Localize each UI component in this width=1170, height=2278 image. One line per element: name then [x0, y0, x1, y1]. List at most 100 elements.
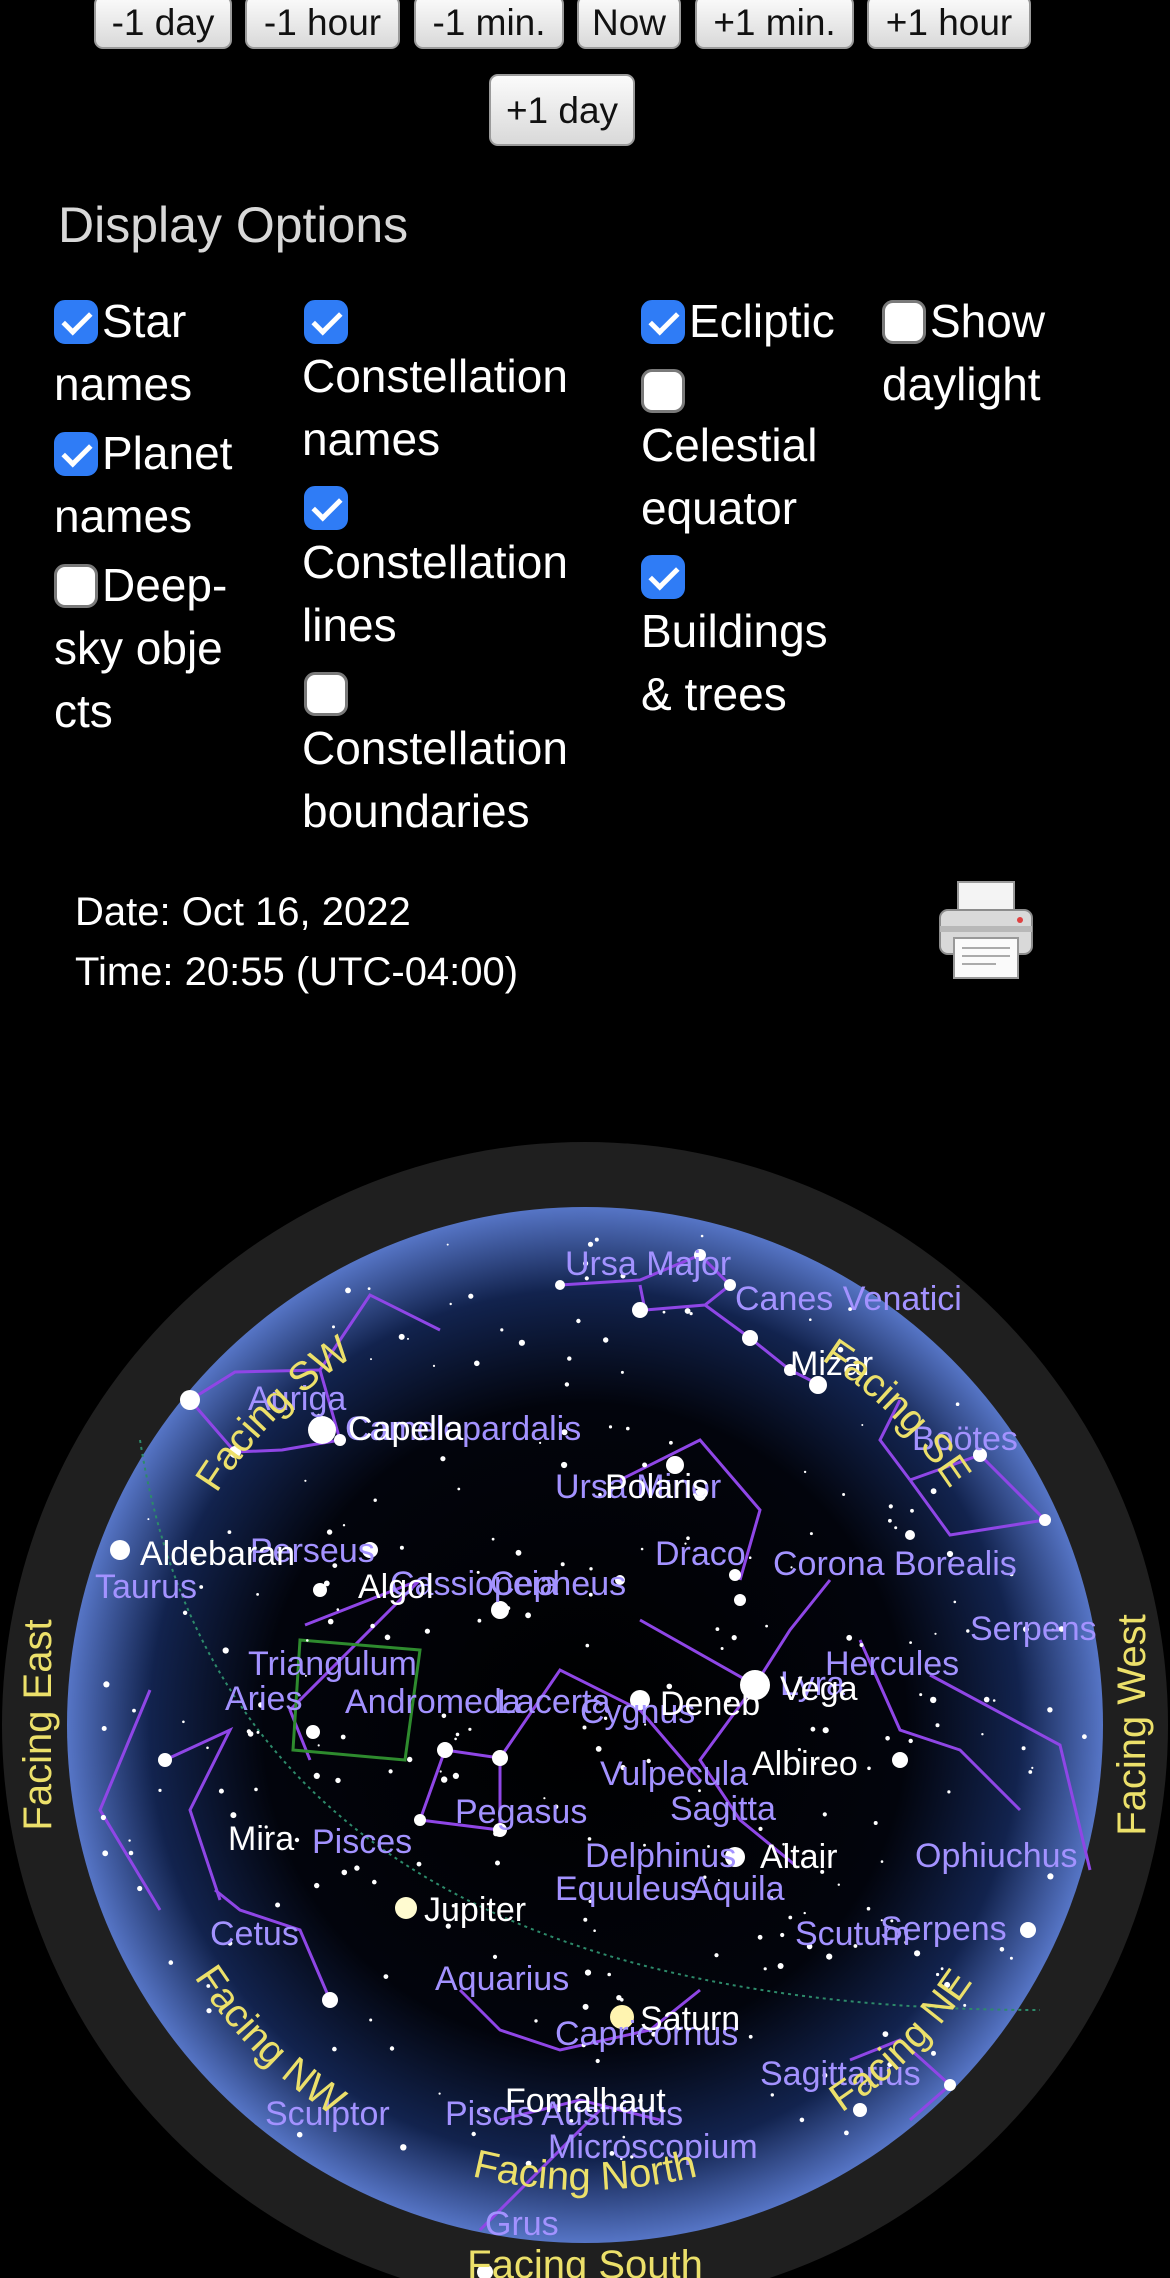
label-lacerta: Lacerta [497, 1683, 610, 1721]
faint-star [341, 1869, 348, 1876]
faint-star [609, 2151, 615, 2156]
faint-star [583, 1917, 588, 1922]
faint-star [158, 1788, 162, 1792]
label-jupiter: Jupiter [424, 1891, 526, 1929]
faint-star [560, 1562, 565, 1567]
celestial-equator-checkbox[interactable] [641, 369, 685, 413]
display-options-title: Display Options [58, 197, 409, 253]
faint-star [206, 1984, 211, 1988]
plus-1-day-button[interactable]: +1 day [489, 74, 635, 146]
faint-star [809, 1532, 813, 1536]
faint-star [934, 1632, 937, 1635]
faint-star [1009, 1572, 1014, 1577]
constellation-boundaries-checkbox[interactable] [304, 672, 348, 716]
faint-star [1031, 1766, 1034, 1769]
faint-star [373, 1498, 377, 1502]
faint-star [780, 1932, 785, 1938]
faint-star [1047, 1707, 1053, 1713]
faint-star [867, 1766, 871, 1771]
faint-star [493, 1830, 499, 1837]
faint-star [227, 1530, 232, 1534]
faint-star [608, 1425, 613, 1429]
printer-icon[interactable] [936, 880, 1036, 980]
label-cetus: Cetus [210, 1915, 299, 1953]
faint-star [593, 1929, 596, 1932]
faint-star [598, 1492, 602, 1497]
faint-star [698, 1789, 701, 1793]
planet-names-checkbox[interactable] [54, 432, 98, 476]
label-auriga: Auriga [248, 1380, 346, 1418]
label-piscis-austrinus: Piscis Austrinus [445, 2095, 683, 2133]
faint-star [620, 1273, 626, 1279]
faint-star [264, 1825, 268, 1829]
faint-star [940, 1967, 944, 1971]
faint-star [384, 1634, 391, 1641]
minus-1-day-button[interactable]: -1 day [94, 0, 232, 49]
faint-star [642, 1462, 648, 1468]
faint-star [837, 1883, 840, 1886]
buildings-trees-checkbox[interactable] [641, 555, 685, 599]
label-draco: Draco [655, 1535, 746, 1573]
plus-1-min-button[interactable]: +1 min. [695, 0, 854, 49]
label-delphinus: Delphinus [585, 1837, 736, 1875]
faint-star [576, 1318, 581, 1324]
faint-star [468, 1727, 472, 1731]
show-daylight-checkbox[interactable] [882, 300, 926, 344]
faint-star [206, 1746, 209, 1750]
ecliptic-line [139, 1439, 1041, 2011]
faint-star [866, 1906, 871, 1911]
label-aquila: Aquila [690, 1870, 785, 1908]
faint-star [553, 1804, 559, 1810]
plus-1-hour-button[interactable]: +1 hour [867, 0, 1031, 49]
faint-star [793, 1689, 797, 1693]
faint-star [689, 1312, 693, 1316]
sky-map[interactable]: Ursa Major Canes Venatici Auriga Camelop… [0, 1110, 1170, 2278]
faint-star [707, 1845, 710, 1848]
constellation-names-checkbox[interactable] [304, 300, 348, 344]
faint-star [389, 2046, 395, 2051]
star-names-checkbox[interactable] [54, 300, 98, 344]
faint-star [620, 1764, 626, 1771]
faint-star [215, 2004, 218, 2007]
faint-star [588, 1592, 593, 1597]
constellation-lines-checkbox[interactable] [304, 486, 348, 530]
faint-star [340, 1734, 346, 1740]
faint-star [424, 1628, 430, 1634]
faint-star [846, 1634, 853, 1641]
triangulum-boundary [291, 1638, 422, 1762]
label-sagitta: Sagitta [670, 1790, 776, 1828]
faint-star [399, 1545, 404, 1550]
faint-star [258, 1702, 264, 1708]
faint-star [445, 1923, 451, 1929]
faint-star [454, 1737, 457, 1741]
faint-star [476, 1570, 480, 1574]
faint-star [327, 1618, 334, 1625]
deep-sky-objects-checkbox[interactable] [54, 564, 98, 608]
faint-star [294, 1837, 300, 1843]
constellation-boundaries-label: Constellation boundaries [302, 722, 568, 837]
faint-star [342, 1524, 346, 1527]
faint-star [782, 1843, 785, 1846]
minus-1-min-button[interactable]: -1 min. [414, 0, 564, 49]
planet-names-label: Planet names [54, 427, 233, 542]
faint-star [1021, 1746, 1026, 1751]
ecliptic-checkbox[interactable] [641, 300, 685, 344]
faint-star [296, 2131, 303, 2138]
label-corona-borealis: Corona Borealis [773, 1545, 1017, 1583]
facing-south-label: Facing South [467, 2243, 703, 2278]
faint-star [495, 1860, 500, 1866]
faint-star [1023, 1626, 1029, 1633]
faint-star [758, 1826, 763, 1831]
faint-star [826, 1953, 833, 1960]
minus-1-hour-button[interactable]: -1 hour [245, 0, 400, 49]
faint-star [643, 1843, 646, 1847]
faint-star [788, 1915, 793, 1920]
buildings-trees-label: Buildings & trees [641, 605, 828, 720]
faint-star [888, 1504, 893, 1509]
now-button[interactable]: Now [577, 0, 681, 49]
faint-star [525, 2160, 532, 2167]
faint-star [748, 2034, 753, 2039]
faint-star [561, 1429, 568, 1436]
faint-star [525, 1612, 531, 1619]
label-altair: Altair [760, 1838, 837, 1876]
